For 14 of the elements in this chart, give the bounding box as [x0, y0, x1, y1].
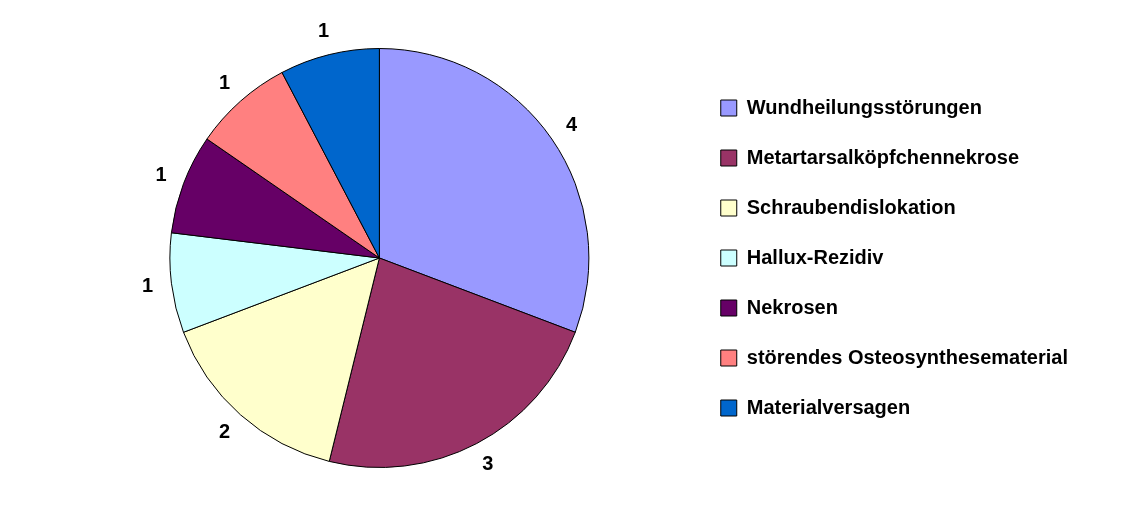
data-label: 4 — [565, 112, 578, 135]
legend-label: Schraubendislokation — [746, 195, 956, 218]
legend-label: Metartarsalköpfchennekrose — [746, 145, 1020, 168]
legend-label: Materialversagen — [746, 395, 911, 418]
data-label: 1 — [142, 273, 154, 296]
data-label: 1 — [218, 70, 231, 93]
data-label: 1 — [155, 162, 167, 185]
legend-label: Wundheilungsstörungen — [746, 95, 982, 118]
data-label: 1 — [317, 18, 330, 41]
legend-label: Nekrosen — [746, 295, 838, 318]
legend-label: störendes Osteosynthesematerial — [746, 345, 1069, 368]
data-label: 3 — [482, 452, 494, 475]
data-label: 2 — [218, 420, 231, 443]
legend-label: Hallux-Rezidiv — [746, 245, 885, 268]
